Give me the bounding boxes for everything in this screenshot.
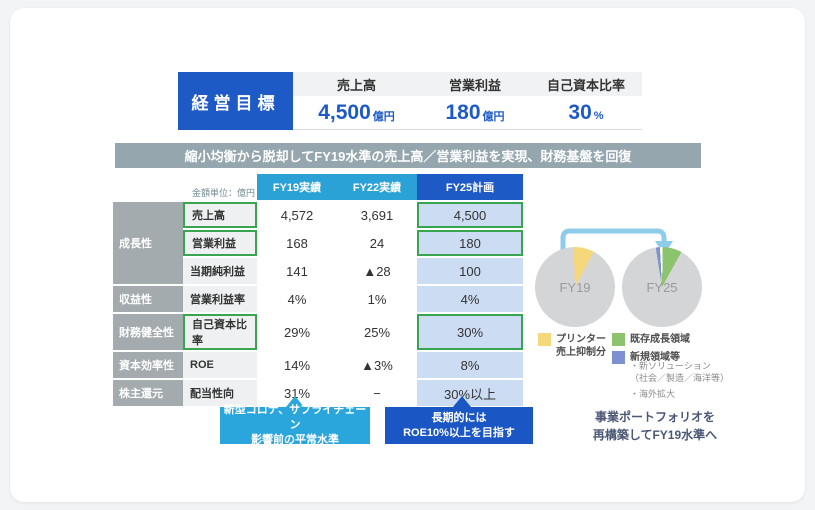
legend-note: ・海外拡大 — [630, 389, 676, 399]
goal-value-number: 180 — [445, 100, 481, 124]
table-row: 当期純利益 141 ▲28 100 — [113, 258, 523, 284]
cell-fy22: − — [337, 380, 417, 406]
cell-fy25: 4,500 — [417, 202, 523, 228]
table-row: 収益性 営業利益率 4% 1% 4% — [113, 286, 523, 312]
callout-pointer-up — [286, 396, 304, 407]
callout-text: 長期的には — [431, 411, 487, 424]
cell-fy25: 4% — [417, 286, 523, 312]
goal-metric-value: 4,500 億円 — [293, 96, 420, 129]
goal-value-number: 4,500 — [318, 100, 371, 124]
cell-fy25: 8% — [417, 352, 523, 378]
callout-text: ROE10%以上を目指す — [403, 426, 515, 439]
metric-roe: ROE — [183, 352, 257, 378]
goal-metric-value: 180 億円 — [420, 96, 530, 129]
yellow-swatch-icon — [538, 333, 551, 346]
cell-fy22: 24 — [337, 230, 417, 256]
category-shareholder-return: 株主還元 — [113, 380, 183, 406]
metric-equity-ratio: 自己資本比率 — [183, 314, 257, 350]
pie-chart-fy19: FY19 — [535, 247, 615, 327]
pie-label: FY19 — [559, 279, 591, 295]
goal-metric-operating-profit: 営業利益 180 億円 — [420, 72, 530, 129]
callout-fy19-note: 新型コロナ、サプライチェーン 影響前の平常水準 — [220, 404, 370, 446]
column-header-fy25: FY25計画 — [417, 174, 523, 200]
cell-fy22: 3,691 — [337, 202, 417, 228]
legend-label: 既存成長領域 — [630, 334, 690, 345]
blue-swatch-icon — [612, 351, 625, 364]
category-capital-efficiency: 資本効率性 — [113, 352, 183, 378]
legend-label: プリンター 売上抑制分 — [556, 333, 606, 359]
cell-fy19: 4,572 — [257, 202, 337, 228]
metric-net-income: 当期純利益 — [183, 258, 257, 284]
cell-fy25: 30% — [417, 314, 523, 350]
kpi-table: FY19実績 FY22実績 FY25計画 成長性 売上高 4,572 3,691… — [113, 172, 523, 408]
cell-fy22: 1% — [337, 286, 417, 312]
category-financial-soundness: 財務健全性 — [113, 314, 183, 350]
goal-metric-value: 30% — [530, 96, 642, 129]
cell-fy19: 14% — [257, 352, 337, 378]
callout-pointer-up — [453, 396, 471, 407]
cell-fy19: 29% — [257, 314, 337, 350]
pie-label: FY25 — [646, 279, 678, 295]
column-header-fy22: FY22実績 — [337, 174, 417, 200]
callout-fy25-note: 長期的には ROE10%以上を目指す — [385, 407, 533, 444]
table-header-blank — [113, 174, 257, 200]
legend-item-new-domains: 新規領域等 — [612, 351, 680, 364]
cell-fy22: ▲3% — [337, 352, 417, 378]
cell-fy19: 4% — [257, 286, 337, 312]
column-header-fy19: FY19実績 — [257, 174, 337, 200]
cell-fy25: 100 — [417, 258, 523, 284]
table-row: 資本効率性 ROE 14% ▲3% 8% — [113, 352, 523, 378]
cell-fy19: 168 — [257, 230, 337, 256]
legend-label: 新規領域等 — [630, 352, 680, 363]
metric-revenue: 売上高 — [183, 202, 257, 228]
legend-item-existing-growth: 既存成長領域 — [612, 333, 690, 346]
table-row: 成長性 売上高 4,572 3,691 4,500 — [113, 202, 523, 284]
portfolio-caption: 事業ポートフォリオを 再構築してFY19水準へ — [550, 408, 760, 444]
management-goals-title: 経営目標 — [178, 72, 293, 130]
goal-metric-revenue: 売上高 4,500 億円 — [293, 72, 420, 129]
green-swatch-icon — [612, 333, 625, 346]
legend-text: プリンター — [556, 334, 606, 345]
legend-notes: ・新ソリューション （社会／製造／海洋等） ・海外拡大 — [630, 360, 729, 400]
callout-text: 影響前の平常水準 — [251, 434, 339, 446]
legend-note: ・新ソリューション — [630, 361, 711, 371]
category-profitability: 収益性 — [113, 286, 183, 312]
goal-metric-label: 自己資本比率 — [530, 72, 642, 96]
table-unit-note: 金額単位：億円 — [191, 188, 255, 198]
goal-metric-label: 売上高 — [293, 72, 420, 96]
cell-fy19: 141 — [257, 258, 337, 284]
goal-value-unit: 億円 — [372, 110, 395, 123]
slide-card: 経営目標 売上高 4,500 億円 営業利益 180 億円 自己資本比率 30% 縮… — [10, 8, 805, 502]
goal-value-unit: 億円 — [482, 110, 505, 123]
legend-text: 売上抑制分 — [556, 347, 606, 358]
caption-line: 再構築してFY19水準へ — [592, 428, 718, 442]
pie-chart-fy25: FY25 — [622, 247, 702, 327]
strategy-banner: 縮小均衡から脱却してFY19水準の売上高／営業利益を実現、財務基盤を回復 — [115, 143, 701, 168]
goal-value-number: 30 — [568, 100, 592, 124]
cell-fy22: 25% — [337, 314, 417, 350]
table-row: 財務健全性 自己資本比率 29% 25% 30% — [113, 314, 523, 350]
caption-line: 事業ポートフォリオを — [594, 410, 715, 424]
goal-metric-equity-ratio: 自己資本比率 30% — [530, 72, 642, 129]
table-row: 営業利益 168 24 180 — [113, 230, 523, 256]
legend-note: （社会／製造／海洋等） — [630, 373, 730, 383]
callout-text: 新型コロナ、サプライチェーン — [223, 404, 367, 431]
metric-payout-ratio: 配当性向 — [183, 380, 257, 406]
management-goals-metrics: 売上高 4,500 億円 営業利益 180 億円 自己資本比率 30% — [293, 72, 642, 130]
metric-operating-profit: 営業利益 — [183, 230, 257, 256]
kpi-table-header-row: FY19実績 FY22実績 FY25計画 — [113, 174, 523, 200]
cell-fy22: ▲28 — [337, 258, 417, 284]
metric-operating-margin: 営業利益率 — [183, 286, 257, 312]
category-growth: 成長性 — [113, 202, 183, 284]
legend-item-printer: プリンター 売上抑制分 — [538, 333, 606, 359]
goal-value-unit: % — [593, 109, 604, 122]
cell-fy25: 180 — [417, 230, 523, 256]
goal-metric-label: 営業利益 — [420, 72, 530, 96]
